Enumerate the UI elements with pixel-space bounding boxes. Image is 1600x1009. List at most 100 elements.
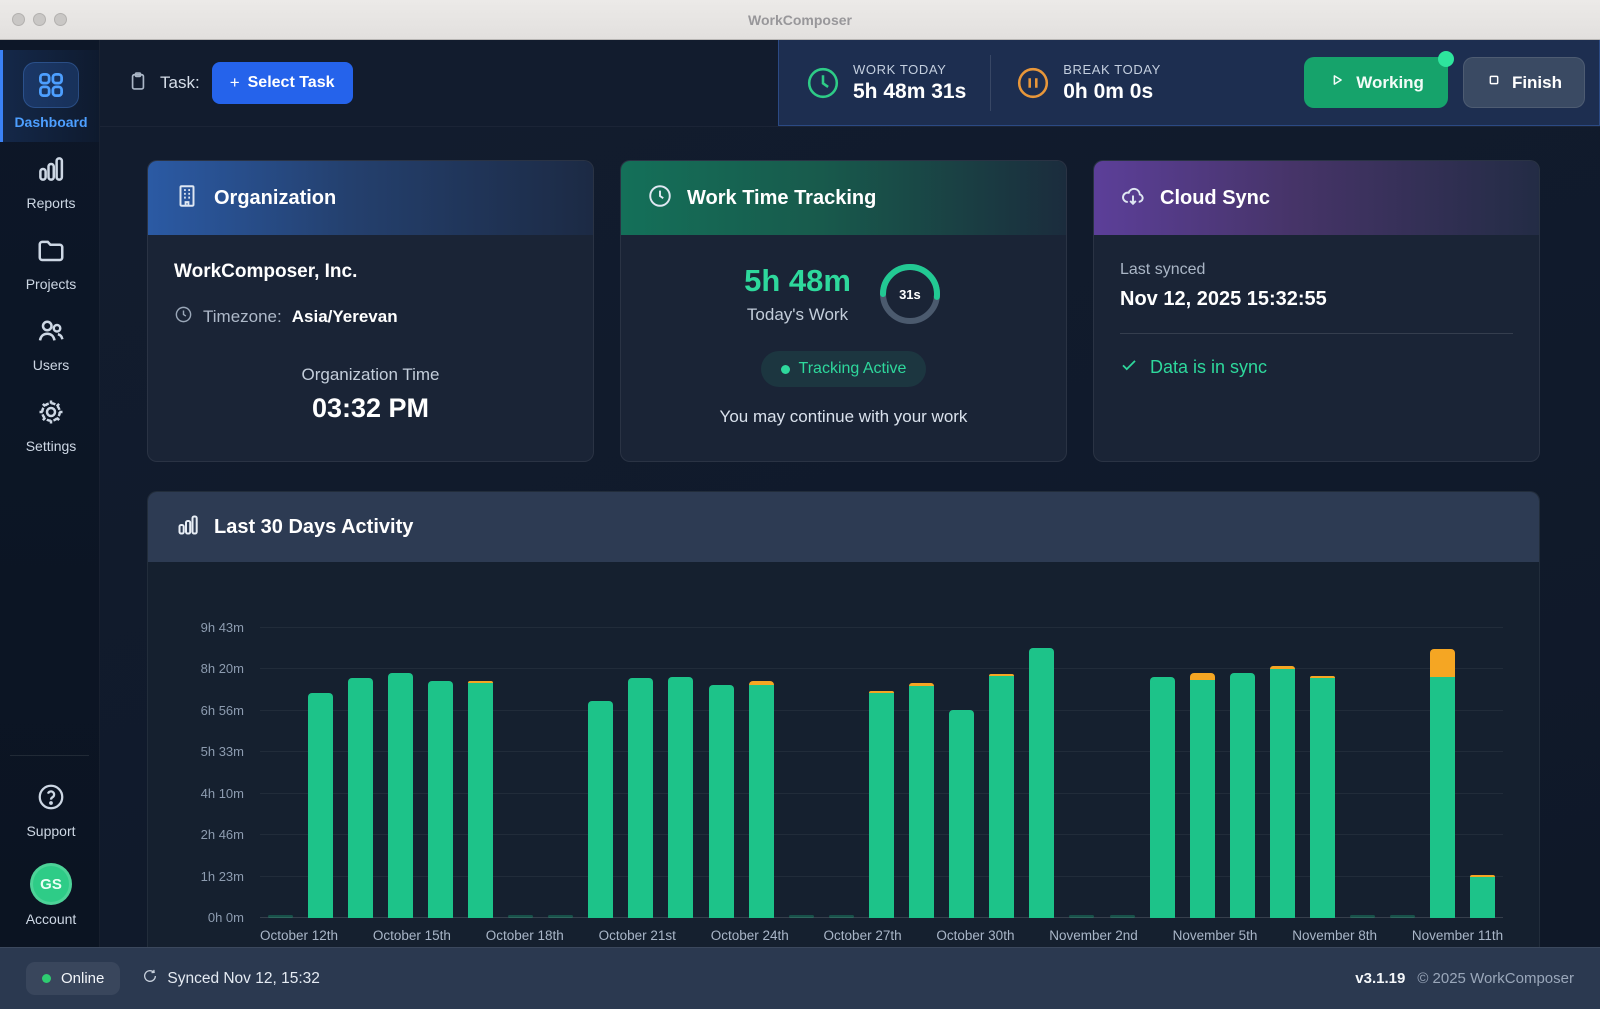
sidebar-item-label: Users: [32, 357, 70, 373]
org-time-label: Organization Time: [301, 365, 440, 384]
card-title: Cloud Sync: [1160, 186, 1271, 209]
activity-bar-empty[interactable]: [1390, 915, 1416, 918]
last-synced-value: Nov 12, 2025 15:32:55: [1120, 288, 1327, 310]
sidebar-item-label: Account: [25, 911, 77, 927]
activity-bar[interactable]: [1189, 672, 1215, 918]
activity-bar[interactable]: [708, 685, 734, 918]
sidebar-item-label: Dashboard: [14, 114, 88, 130]
bar-chart-icon: [36, 154, 66, 189]
pause-icon: [1015, 65, 1051, 101]
activity-bar[interactable]: [1149, 677, 1175, 918]
stop-icon: [1486, 72, 1502, 93]
finish-button[interactable]: Finish: [1462, 57, 1585, 108]
today-work-label: Today's Work: [746, 305, 849, 324]
seconds-ring: 31s: [877, 261, 943, 327]
cloud-download-icon: [1120, 183, 1146, 214]
chart-plot-area: 0h 0m 1h 23m 2h 46m 4h 10m 5h 33m 6h 56m 8h 20…: [201, 602, 1503, 925]
y-axis-tick: 2h 46m: [200, 827, 244, 843]
sidebar-item-account[interactable]: GS Account: [0, 851, 99, 947]
x-axis-tick: October 18th: [485, 928, 564, 943]
work-today-label: WORK TODAY: [853, 61, 947, 77]
y-axis-tick: 5h 33m: [200, 744, 244, 760]
statusbar: Online Synced Nov 12, 15:32 v3.1.19 © 20…: [0, 947, 1600, 1009]
card-title: Work Time Tracking: [687, 186, 877, 209]
activity-bar[interactable]: [868, 691, 894, 918]
today-work-time: 5h 48m: [744, 263, 851, 298]
y-axis-tick: 1h 23m: [200, 868, 244, 884]
dashboard-grid-icon: [23, 62, 79, 108]
activity-bar[interactable]: [1309, 676, 1335, 918]
play-icon: [1328, 71, 1346, 94]
working-button[interactable]: Working: [1304, 51, 1454, 108]
activity-bar-empty[interactable]: [1109, 915, 1135, 918]
y-axis-tick: 0h 0m: [207, 910, 244, 925]
activity-bar-empty[interactable]: [267, 915, 293, 918]
break-today-value: 0h 0m 0s: [1063, 79, 1154, 103]
y-axis-tick: 9h 43m: [200, 620, 244, 635]
activity-bar[interactable]: [748, 680, 774, 918]
clock-icon: [647, 183, 673, 214]
dashboard-content: Organization WorkComposer, Inc. Timezone…: [100, 127, 1600, 947]
activity-bar[interactable]: [668, 676, 694, 918]
copyright-label: © 2025 WorkComposer: [1417, 970, 1574, 987]
clock-icon: [805, 65, 841, 101]
sidebar-item-label: Reports: [26, 195, 76, 211]
activity-bar[interactable]: [1229, 672, 1255, 918]
activity-bar[interactable]: [307, 693, 333, 918]
activity-bar[interactable]: [909, 683, 935, 918]
activity-chart: 0h 0m 1h 23m 2h 46m 4h 10m 5h 33m 6h 56m 8h 20…: [148, 562, 1539, 947]
break-today-stat: BREAK TODAY 0h 0m 0s: [1015, 62, 1185, 104]
stats-panel: WORK TODAY 5h 48m 31s BREAK TODAY 0h 0m …: [778, 40, 1600, 126]
activity-bar-empty[interactable]: [1350, 915, 1376, 918]
activity-bar-empty[interactable]: [508, 915, 534, 918]
sidebar-item-users[interactable]: Users: [0, 304, 99, 385]
activity-bar[interactable]: [989, 674, 1015, 918]
window-close-button[interactable]: [12, 13, 25, 26]
window-minimize-button[interactable]: [33, 13, 46, 26]
x-axis-tick: November 2nd: [1049, 928, 1138, 943]
activity-bar-empty[interactable]: [548, 915, 574, 918]
online-status-pill[interactable]: Online: [26, 962, 121, 995]
sidebar-divider: [10, 755, 89, 756]
activity-bar[interactable]: [628, 677, 654, 918]
activity-bar-empty[interactable]: [828, 915, 854, 918]
sidebar: Dashboard Reports Projects: [0, 40, 100, 947]
window-zoom-button[interactable]: [54, 13, 67, 26]
window-title: WorkComposer: [748, 11, 852, 28]
task-label: Task:: [160, 73, 200, 92]
activity-bar[interactable]: [1430, 648, 1456, 918]
x-axis-tick: November 8th: [1292, 928, 1378, 943]
sidebar-item-settings[interactable]: Settings: [0, 385, 99, 466]
tracking-active-badge: Tracking Active: [760, 351, 927, 387]
sync-icon: [142, 968, 158, 989]
select-task-button[interactable]: + Select Task: [211, 62, 353, 104]
sidebar-item-reports[interactable]: Reports: [0, 142, 99, 223]
activity-bar[interactable]: [427, 681, 453, 918]
activity-bar[interactable]: [588, 700, 614, 918]
activity-bar-empty[interactable]: [788, 915, 814, 918]
titlebar: WorkComposer: [0, 0, 1600, 40]
activity-bar[interactable]: [1029, 647, 1055, 918]
sidebar-item-label: Projects: [25, 276, 77, 292]
sidebar-item-projects[interactable]: Projects: [0, 223, 99, 304]
activity-bar[interactable]: [347, 678, 373, 918]
activity-bar[interactable]: [387, 672, 413, 918]
chart-title: Last 30 Days Activity: [214, 515, 414, 538]
y-axis-tick: 6h 56m: [200, 703, 244, 719]
activity-bar[interactable]: [468, 680, 494, 918]
x-axis-tick: October 24th: [710, 928, 789, 943]
gridline: [260, 627, 1503, 628]
sync-status-text: Data is in sync: [1150, 357, 1268, 377]
activity-bar-empty[interactable]: [1069, 915, 1095, 918]
online-dot: [42, 974, 51, 983]
activity-bar[interactable]: [1470, 874, 1496, 918]
sidebar-item-support[interactable]: Support: [0, 770, 99, 851]
seconds-value: 31s: [899, 286, 921, 302]
x-axis-tick: November 5th: [1172, 928, 1258, 943]
x-axis-tick: October 12th: [260, 928, 339, 943]
sidebar-item-dashboard[interactable]: Dashboard: [0, 50, 99, 142]
activity-bar[interactable]: [1269, 666, 1295, 918]
work-tracking-card: Work Time Tracking 5h 48m Today's Work: [620, 160, 1067, 462]
activity-bar[interactable]: [949, 709, 975, 918]
x-axis-tick: November 11th: [1411, 928, 1504, 943]
